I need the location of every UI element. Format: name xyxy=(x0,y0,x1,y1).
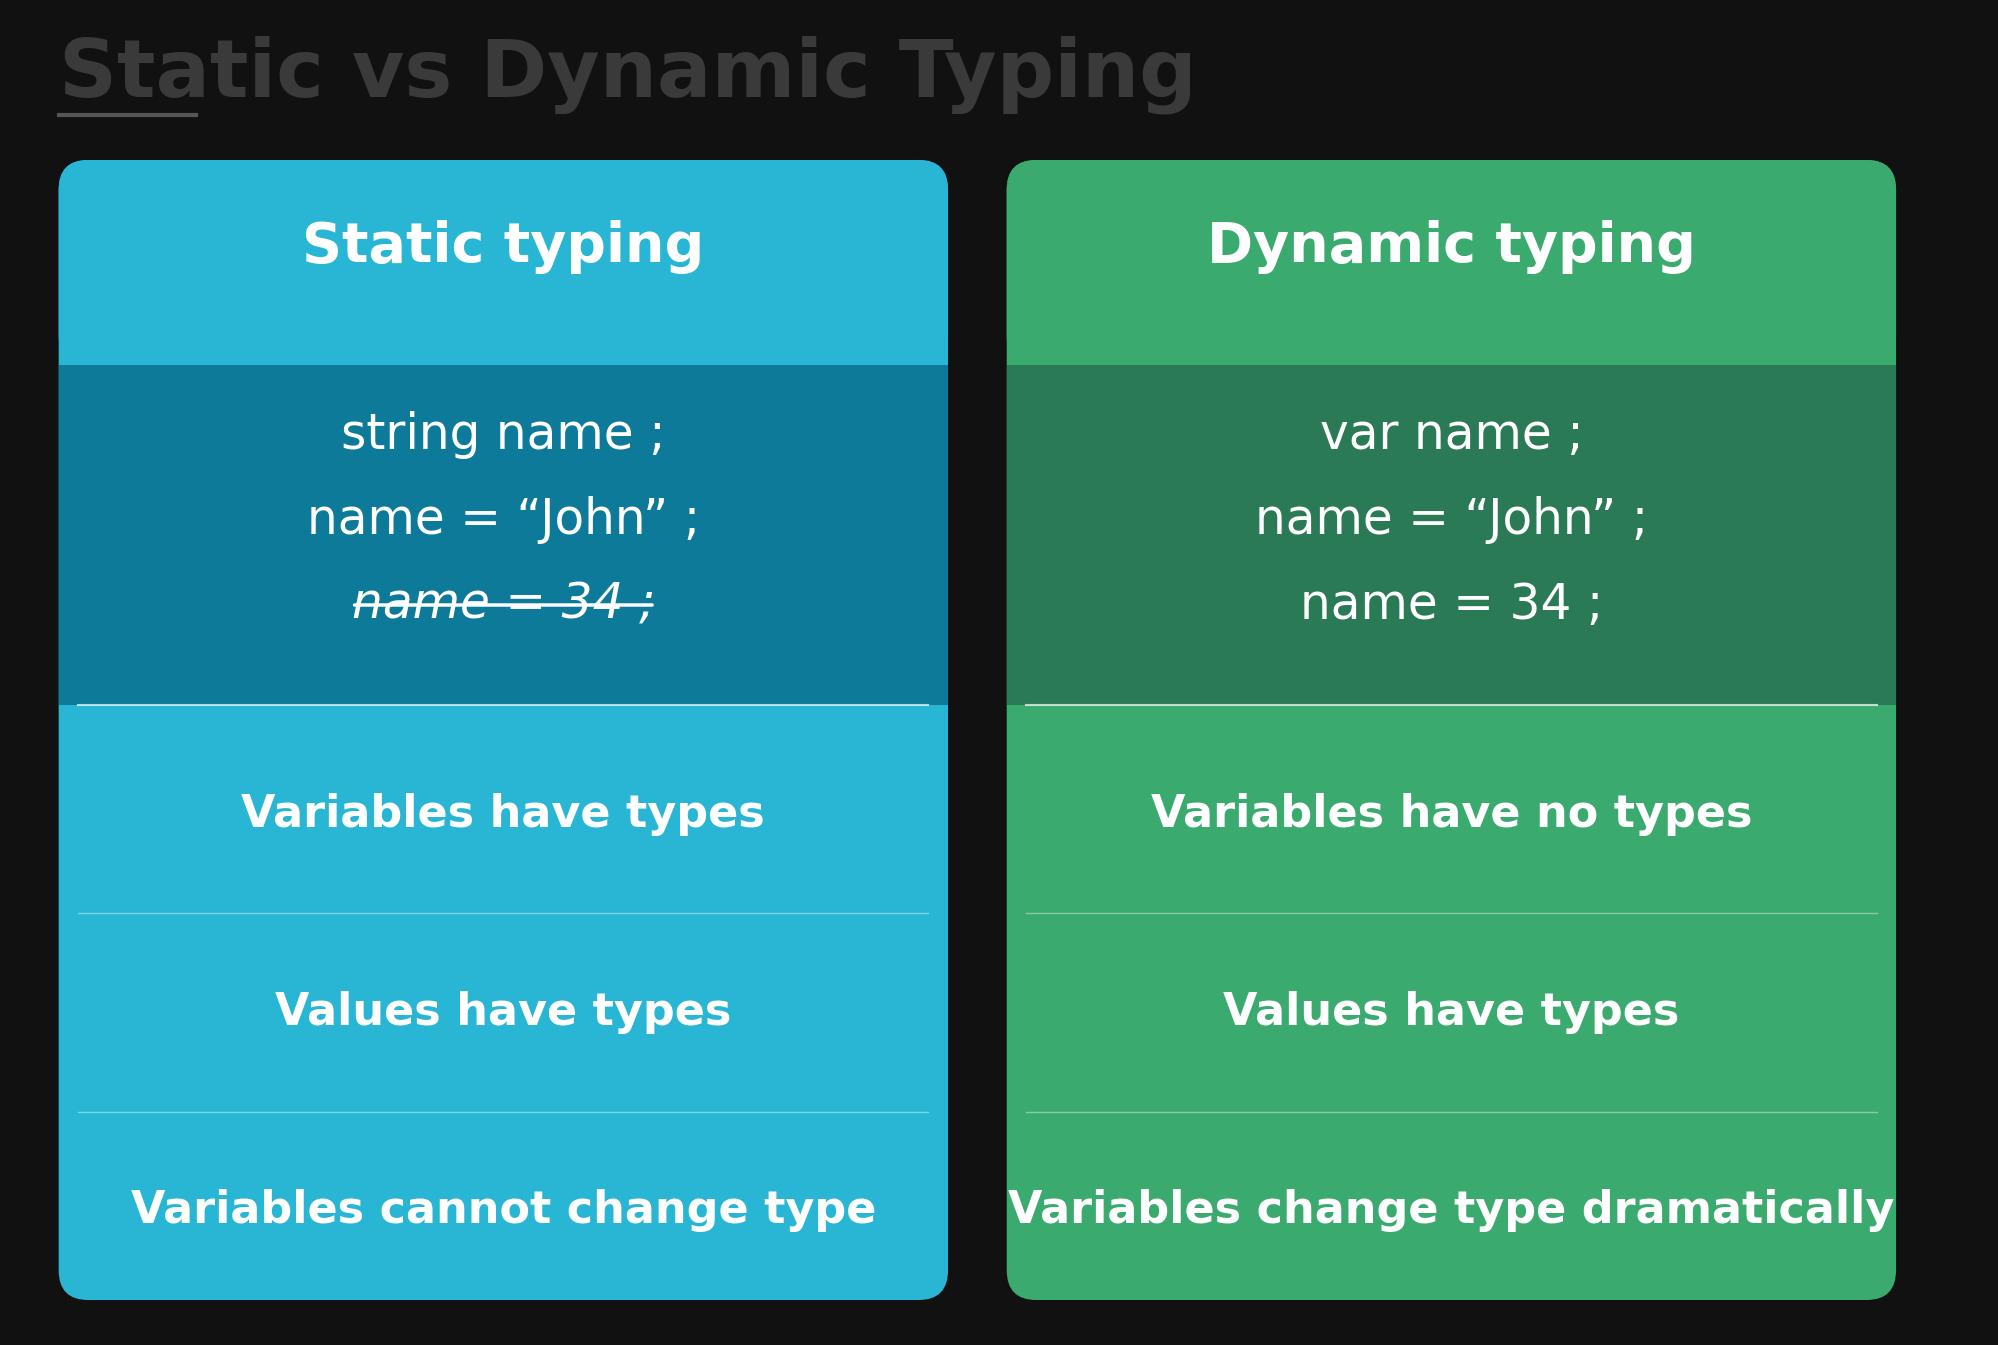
Text: name = 34 ;: name = 34 ; xyxy=(1299,581,1602,629)
Text: Values have types: Values have types xyxy=(276,991,731,1034)
Bar xyxy=(1007,335,1896,705)
Text: string name ;: string name ; xyxy=(342,412,665,459)
Text: Variables change type dramatically: Variables change type dramatically xyxy=(1007,1189,1894,1232)
Text: name = “John” ;: name = “John” ; xyxy=(1255,496,1646,543)
Text: var name ;: var name ; xyxy=(1319,412,1582,459)
FancyBboxPatch shape xyxy=(1007,160,1896,364)
Text: Variables have types: Variables have types xyxy=(242,792,765,835)
Text: name = 34 ;: name = 34 ; xyxy=(352,581,655,629)
FancyBboxPatch shape xyxy=(58,160,947,1301)
Text: Variables cannot change type: Variables cannot change type xyxy=(130,1189,875,1232)
Text: Static vs Dynamic Typing: Static vs Dynamic Typing xyxy=(58,36,1197,114)
Bar xyxy=(58,335,947,705)
Text: Dynamic typing: Dynamic typing xyxy=(1207,221,1694,274)
Text: Values have types: Values have types xyxy=(1223,991,1678,1034)
Text: name = “John” ;: name = “John” ; xyxy=(306,496,699,543)
FancyBboxPatch shape xyxy=(1007,160,1896,1301)
Bar xyxy=(58,335,947,364)
Text: Variables have no types: Variables have no types xyxy=(1151,792,1752,835)
Text: Static typing: Static typing xyxy=(302,221,703,274)
Bar xyxy=(1007,335,1896,364)
FancyBboxPatch shape xyxy=(58,160,947,364)
